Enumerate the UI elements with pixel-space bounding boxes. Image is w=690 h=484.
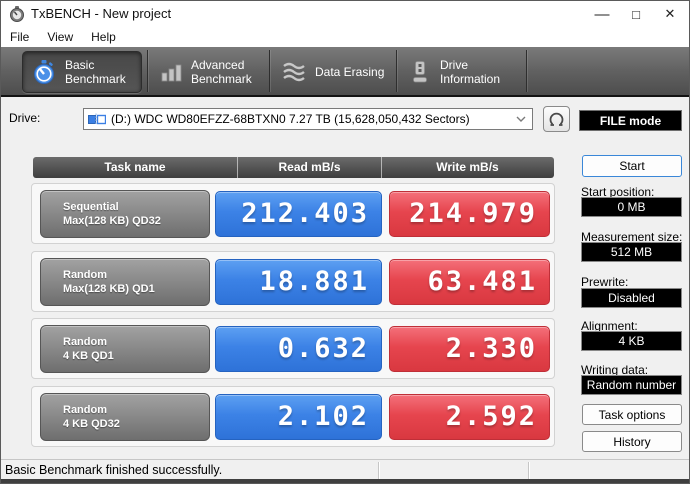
prewrite-value[interactable]: Disabled: [581, 288, 682, 308]
close-button[interactable]: ✕: [664, 6, 676, 21]
bar-chart-icon: [161, 64, 182, 82]
task-button-random-4kb-qd32[interactable]: Random 4 KB QD32: [40, 393, 210, 441]
window-controls: — □ ✕: [585, 1, 687, 27]
read-value-box: 18.881: [215, 259, 382, 305]
start-button[interactable]: Start: [582, 155, 682, 177]
tab-drive-information[interactable]: Drive Information: [400, 51, 524, 93]
drive-info-icon: [413, 61, 427, 83]
writing-data-value[interactable]: Random number: [581, 375, 682, 395]
tab-advanced-benchmark-label: Advanced Benchmark: [191, 58, 252, 86]
toolbar-separator: [147, 50, 148, 92]
minimize-button[interactable]: —: [594, 5, 610, 23]
write-value-box: 2.592: [389, 394, 550, 440]
status-separator: [378, 462, 379, 480]
start-position-label: Start position:: [581, 185, 655, 199]
write-value-box: 214.979: [389, 191, 550, 237]
chevron-down-icon: [516, 116, 526, 122]
read-value: 0.632: [277, 333, 369, 364]
write-value: 214.979: [409, 198, 537, 229]
write-value: 2.592: [445, 401, 537, 432]
column-write: Write mB/s: [381, 157, 553, 178]
task-label: Sequential Max(128 KB) QD32: [63, 201, 161, 227]
prewrite-label: Prewrite:: [581, 275, 629, 289]
stopwatch-icon: [34, 60, 54, 84]
table-row: Sequential Max(128 KB) QD32 212.403 214.…: [31, 183, 555, 244]
status-message: Basic Benchmark finished successfully.: [5, 463, 223, 477]
toolbar-separator: [396, 50, 397, 92]
status-separator: [528, 462, 529, 480]
read-value-box: 212.403: [215, 191, 382, 237]
task-button-sequential-qd32[interactable]: Sequential Max(128 KB) QD32: [40, 190, 210, 238]
task-button-random-4kb-qd1[interactable]: Random 4 KB QD1: [40, 325, 210, 373]
read-value-box: 0.632: [215, 326, 382, 372]
read-value: 2.102: [277, 401, 369, 432]
task-label: Random 4 KB QD32: [63, 404, 120, 430]
tab-basic-benchmark[interactable]: Basic Benchmark: [22, 51, 142, 93]
tab-data-erasing[interactable]: Data Erasing: [273, 51, 393, 93]
measurement-size-value[interactable]: 512 MB: [581, 242, 682, 262]
read-value-box: 2.102: [215, 394, 382, 440]
maximize-button[interactable]: □: [632, 6, 640, 22]
tab-advanced-benchmark[interactable]: Advanced Benchmark: [151, 51, 267, 93]
start-position-value[interactable]: 0 MB: [581, 197, 682, 217]
toolbar-separator: [269, 50, 270, 92]
table-row: Random Max(128 KB) QD1 18.881 63.481: [31, 251, 555, 312]
status-bar: Basic Benchmark finished successfully.: [1, 459, 689, 481]
drive-label: Drive:: [9, 111, 41, 125]
window-title: TxBENCH - New project: [31, 6, 172, 21]
task-label: Random Max(128 KB) QD1: [63, 269, 155, 295]
toolbar: Basic Benchmark Advanced Benchmark Data …: [1, 47, 689, 97]
read-value: 18.881: [259, 266, 369, 297]
menu-help[interactable]: Help: [91, 30, 116, 44]
menu-file[interactable]: File: [10, 30, 30, 44]
drive-select[interactable]: (D:) WDC WD80EFZZ-68BTXN0 7.27 TB (15,62…: [83, 108, 533, 130]
write-value-box: 2.330: [389, 326, 550, 372]
read-value: 212.403: [241, 198, 369, 229]
file-mode-badge[interactable]: FILE mode: [579, 110, 682, 131]
task-button-random-qd1[interactable]: Random Max(128 KB) QD1: [40, 258, 210, 306]
table-row: Random 4 KB QD1 0.632 2.330: [31, 318, 555, 379]
task-options-button[interactable]: Task options: [582, 404, 682, 425]
tab-drive-information-label: Drive Information: [440, 58, 501, 86]
drive-selected-value: (D:) WDC WD80EFZZ-68BTXN0 7.27 TB (15,62…: [111, 112, 470, 126]
history-button[interactable]: History: [582, 431, 682, 452]
write-value: 2.330: [445, 333, 537, 364]
column-read: Read mB/s: [237, 157, 381, 178]
tab-data-erasing-label: Data Erasing: [315, 65, 385, 79]
refresh-icon: [549, 112, 564, 126]
write-value: 63.481: [427, 266, 537, 297]
toolbar-separator: [526, 50, 527, 92]
app-stopwatch-icon: [10, 6, 24, 22]
tab-basic-benchmark-label: Basic Benchmark: [65, 58, 126, 86]
table-row: Random 4 KB QD32 2.102 2.592: [31, 386, 555, 447]
title-bar: TxBENCH - New project — □ ✕: [1, 1, 689, 27]
measurement-size-label: Measurement size:: [581, 230, 683, 244]
window-bottom-edge: [1, 479, 689, 483]
alignment-value[interactable]: 4 KB: [581, 331, 682, 351]
table-header: Task name Read mB/s Write mB/s: [33, 157, 554, 178]
disk-icon: [88, 113, 106, 125]
writing-data-label: Writing data:: [581, 363, 649, 377]
alignment-label: Alignment:: [581, 319, 638, 333]
write-value-box: 63.481: [389, 259, 550, 305]
menu-view[interactable]: View: [47, 30, 74, 44]
refresh-drives-button[interactable]: [543, 106, 570, 132]
waves-icon: [283, 62, 305, 82]
task-label: Random 4 KB QD1: [63, 336, 114, 362]
menu-bar: File View Help: [1, 27, 689, 47]
column-task-name: Task name: [104, 160, 166, 174]
